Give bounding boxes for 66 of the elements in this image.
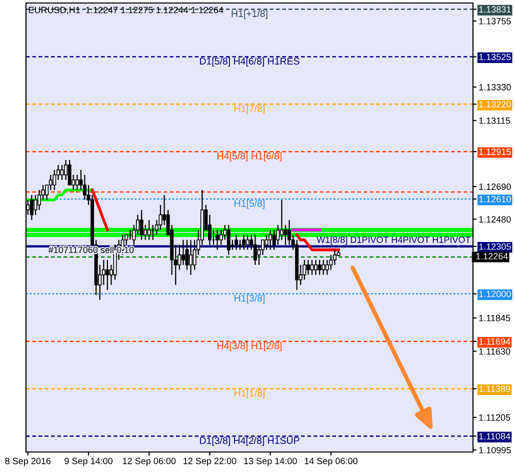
text: 1.12264 bbox=[476, 252, 508, 260]
y-tick-label: 1.13525 bbox=[479, 54, 511, 60]
candlestick bbox=[52, 169, 56, 191]
y-tick-label: 1.13755 bbox=[479, 18, 511, 24]
ref-line-label: H1[3/8] bbox=[234, 294, 264, 304]
y-tick-label: 1.11694 bbox=[479, 338, 510, 345]
candlestick bbox=[234, 234, 238, 250]
candlestick bbox=[34, 194, 38, 216]
candlestick bbox=[189, 239, 193, 276]
candlestick bbox=[140, 209, 144, 240]
ref-line-label: D1[5/8] H4[6/8] H1RES bbox=[200, 57, 300, 67]
y-tick-label: 1.11389 bbox=[479, 386, 510, 392]
candlestick bbox=[268, 229, 272, 250]
chart-title: EURUSD,H1 1.12247 1.12275 1.12244 1.12264 bbox=[28, 6, 224, 14]
x-tick-label: 9 Sep 14:00 bbox=[64, 458, 112, 466]
candlestick bbox=[325, 259, 329, 276]
y-tick-label: 1.11845 bbox=[479, 314, 510, 322]
candlestick bbox=[246, 234, 250, 250]
y-tick-label: 1.12305 bbox=[479, 243, 511, 250]
candlestick bbox=[219, 229, 223, 246]
y-tick-label: 1.13831 bbox=[479, 6, 511, 13]
candlestick bbox=[30, 194, 34, 221]
x-tick-label: 14 Sep 06:00 bbox=[304, 458, 358, 466]
ref-line-label: H4[3/8] H1[2/8] bbox=[218, 342, 282, 352]
candlestick bbox=[322, 259, 326, 276]
y-tick-label: 1.13220 bbox=[479, 101, 511, 108]
y-tick-label: 1.11205 bbox=[479, 414, 510, 421]
candlestick bbox=[314, 259, 318, 276]
y-tick-label: 1.10995 bbox=[479, 446, 511, 454]
candlestick bbox=[226, 224, 230, 256]
candlestick bbox=[310, 259, 314, 276]
y-tick-label: 1.12480 bbox=[479, 216, 511, 223]
x-tick-label: 13 Sep 14:00 bbox=[244, 458, 297, 466]
candlestick bbox=[181, 239, 185, 266]
ref-line-label: H1[1/8] bbox=[234, 389, 264, 399]
ref-line-label: H4[5/8] H1[6/8] bbox=[218, 152, 282, 162]
candlestick bbox=[242, 234, 246, 250]
y-tick-label: 1.12000 bbox=[479, 290, 511, 298]
candlestick bbox=[253, 234, 257, 266]
candlestick bbox=[272, 229, 276, 250]
candlestick bbox=[216, 229, 220, 250]
y-tick-label: 1.11084 bbox=[479, 433, 510, 440]
ref-line-label: W1[8/8] D1PIVOT H4PIVOT H1PIVOT bbox=[316, 236, 471, 245]
candlestick bbox=[68, 159, 72, 186]
y-tick-label: 1.13115 bbox=[479, 117, 510, 124]
ref-line-label: D1[3/8] H4[2/8] H1SUP bbox=[200, 436, 300, 446]
ref-line-label: H1[7/8] bbox=[234, 104, 264, 114]
y-tick-label: 1.12610 bbox=[479, 196, 511, 202]
candlestick bbox=[75, 174, 79, 191]
y-tick-label: 1.12915 bbox=[479, 148, 511, 155]
x-tick-label: 12 Sep 22:00 bbox=[184, 458, 236, 466]
candlestick bbox=[318, 259, 322, 276]
candlestick bbox=[284, 224, 288, 246]
y-tick-label: 1.11630 bbox=[479, 348, 510, 355]
ref-line-label: H1[+1/8] bbox=[232, 10, 268, 19]
candlestick bbox=[106, 259, 110, 290]
y-tick-label: 1.13330 bbox=[479, 84, 511, 90]
candlestick bbox=[147, 219, 151, 240]
y-tick-label: 1.12690 bbox=[479, 184, 511, 190]
x-tick-label: 12 Sep 06:00 bbox=[122, 458, 176, 466]
candlestick bbox=[280, 199, 284, 240]
x-tick-label: 8 Sep 2016 bbox=[5, 458, 51, 466]
ref-line-label: H1[5/8] bbox=[234, 200, 264, 209]
candlestick bbox=[264, 234, 268, 250]
candlestick bbox=[60, 164, 64, 180]
candlestick bbox=[306, 259, 310, 276]
